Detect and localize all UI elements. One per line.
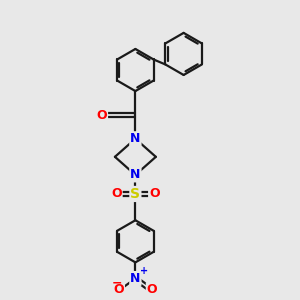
Text: +: + xyxy=(140,266,148,276)
Text: N: N xyxy=(130,169,141,182)
Text: −: − xyxy=(112,277,122,290)
Text: O: O xyxy=(147,283,158,296)
Text: O: O xyxy=(149,188,160,200)
Text: N: N xyxy=(130,132,141,145)
Text: O: O xyxy=(97,109,107,122)
Text: O: O xyxy=(111,188,122,200)
Text: O: O xyxy=(113,283,124,296)
Text: S: S xyxy=(130,187,140,201)
Text: N: N xyxy=(130,272,141,285)
